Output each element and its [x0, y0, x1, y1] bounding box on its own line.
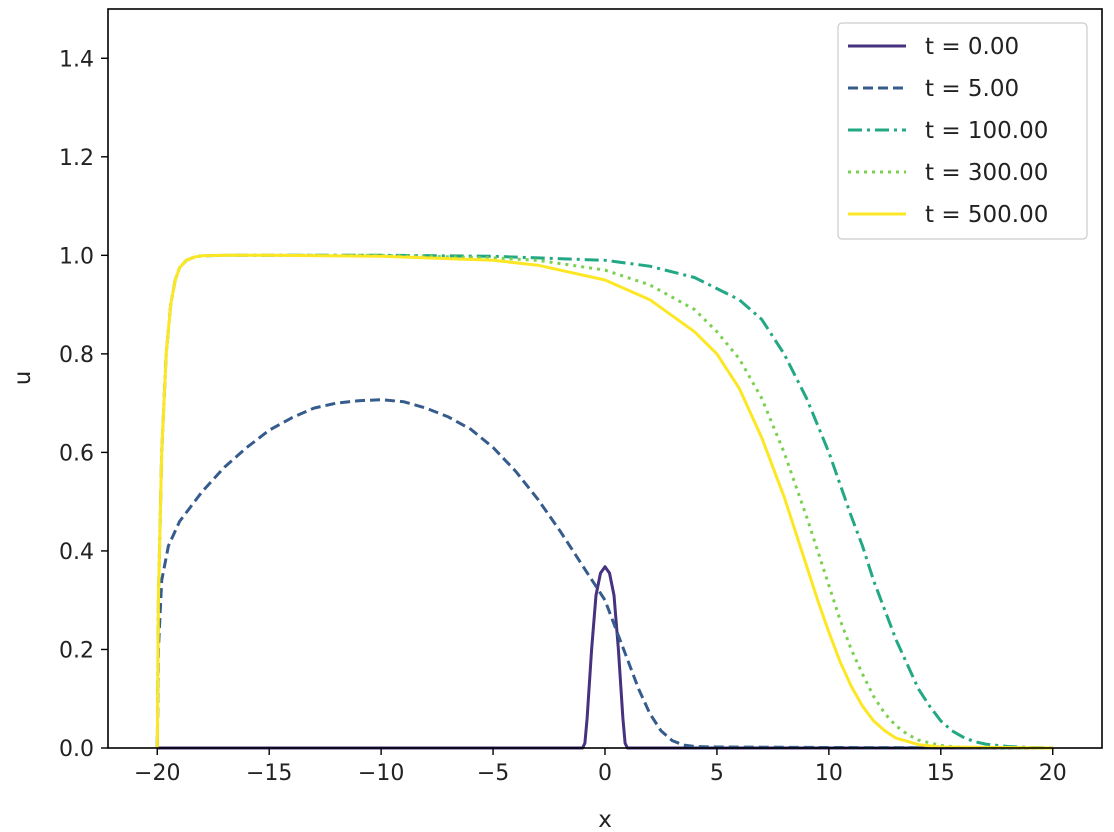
x-axis-label: x [598, 807, 612, 832]
legend-box [837, 22, 1088, 240]
series-line-4 [155, 253, 1053, 750]
y-tick-label: 0.6 [59, 441, 94, 466]
plot-lines [155, 253, 1053, 750]
x-tick-label: 0 [598, 761, 612, 786]
legend-label: t = 0.00 [925, 34, 1019, 60]
y-tick-label: 0.8 [59, 343, 94, 368]
y-axis-label: u [10, 371, 36, 386]
legend-label: t = 5.00 [925, 76, 1019, 102]
series-line-5 [155, 253, 1053, 750]
y-tick-label: 1.4 [59, 47, 94, 72]
x-axis: −20 −15 −10 −5 0 5 10 15 20 [134, 748, 1067, 786]
x-tick-label: 5 [710, 761, 724, 786]
x-tick-label: −20 [134, 761, 180, 786]
legend-label: t = 500.00 [925, 202, 1048, 228]
series-line-2 [155, 398, 1053, 750]
x-tick-label: −5 [477, 761, 509, 786]
x-tick-label: 15 [927, 761, 955, 786]
y-tick-label: 1.0 [59, 244, 94, 269]
y-axis: 0.0 0.2 0.4 0.6 0.8 1.0 1.2 1.4 [59, 47, 108, 762]
legend-label: t = 100.00 [925, 118, 1048, 144]
x-tick-label: 10 [815, 761, 843, 786]
x-tick-label: −10 [358, 761, 404, 786]
legend: t = 0.00 t = 5.00 t = 100.00 t = 300.00 t = … [837, 22, 1088, 240]
y-tick-label: 0.4 [59, 540, 94, 565]
y-tick-label: 0.0 [59, 737, 94, 762]
series-line-1 [157, 565, 1053, 750]
legend-label: t = 300.00 [925, 160, 1048, 186]
y-tick-label: 1.2 [59, 146, 94, 171]
x-tick-label: −15 [246, 761, 292, 786]
y-tick-label: 0.2 [59, 638, 94, 663]
x-tick-label: 20 [1039, 761, 1067, 786]
